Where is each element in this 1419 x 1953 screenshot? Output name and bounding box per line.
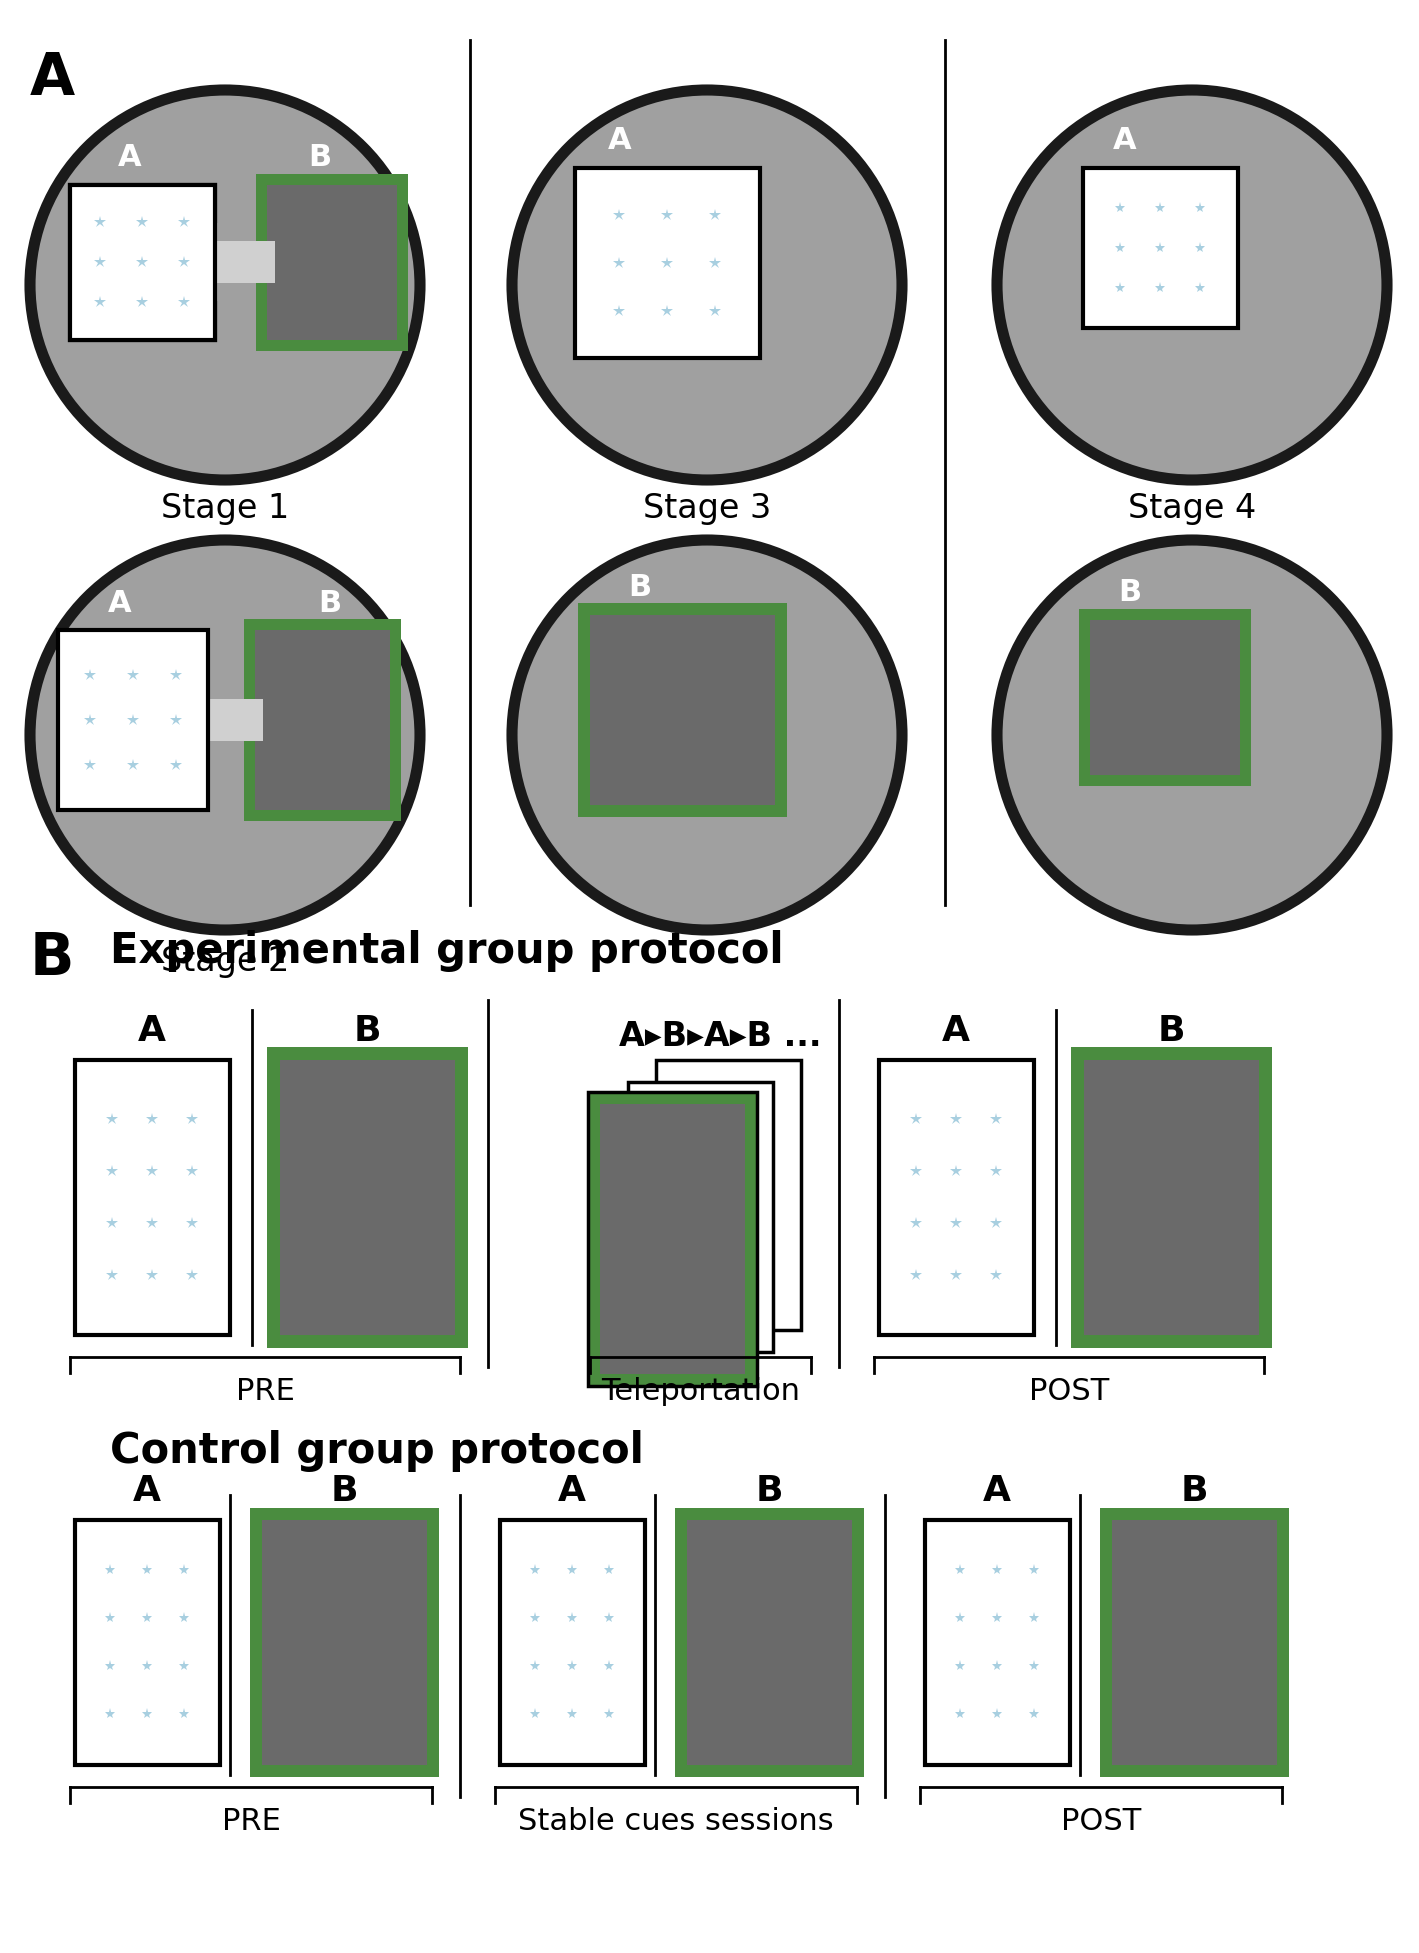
Bar: [675, 1508, 864, 1777]
Bar: [255, 174, 409, 352]
Bar: [263, 1519, 427, 1766]
Bar: [70, 186, 216, 340]
Bar: [575, 168, 761, 357]
Text: B: B: [1118, 578, 1141, 607]
Bar: [255, 631, 390, 810]
Bar: [587, 1092, 756, 1387]
Bar: [75, 1519, 220, 1766]
Text: PRE: PRE: [221, 1807, 281, 1836]
Text: Control group protocol: Control group protocol: [111, 1430, 644, 1473]
Bar: [250, 1508, 438, 1777]
Text: A: A: [942, 1014, 971, 1049]
Bar: [203, 223, 226, 240]
Text: A: A: [558, 1475, 586, 1508]
Bar: [1071, 1047, 1271, 1348]
Text: Stage 4: Stage 4: [1128, 492, 1256, 525]
Bar: [878, 1060, 1034, 1336]
Bar: [255, 174, 409, 352]
Bar: [196, 682, 219, 699]
Bar: [1112, 1519, 1277, 1766]
Text: A: A: [1112, 127, 1137, 154]
Bar: [216, 240, 275, 283]
Text: A: A: [133, 1475, 160, 1508]
Bar: [267, 1047, 468, 1348]
Text: Stage 1: Stage 1: [160, 492, 289, 525]
Text: PRE: PRE: [236, 1377, 294, 1406]
Text: B: B: [30, 930, 75, 986]
Text: POST: POST: [1061, 1807, 1141, 1836]
Bar: [1100, 1508, 1288, 1777]
Text: B: B: [1181, 1475, 1208, 1508]
Bar: [600, 1103, 745, 1375]
Ellipse shape: [998, 539, 1386, 930]
Bar: [1071, 1047, 1271, 1348]
Bar: [75, 1060, 230, 1336]
Text: B: B: [629, 572, 651, 602]
Text: A: A: [983, 1475, 1010, 1508]
Bar: [280, 1060, 455, 1336]
Text: A: A: [108, 590, 132, 617]
Ellipse shape: [998, 90, 1386, 480]
Bar: [70, 186, 216, 340]
Bar: [578, 603, 788, 816]
Bar: [267, 1047, 468, 1348]
Ellipse shape: [30, 539, 420, 930]
Text: A: A: [30, 51, 75, 107]
Bar: [587, 1092, 756, 1387]
Bar: [629, 1082, 773, 1351]
Text: B: B: [1158, 1014, 1185, 1049]
Text: B: B: [331, 1475, 358, 1508]
Text: Experimental group protocol: Experimental group protocol: [111, 930, 783, 973]
Bar: [687, 1519, 851, 1766]
Bar: [499, 1519, 646, 1766]
Text: POST: POST: [1029, 1377, 1110, 1406]
Text: B: B: [755, 1475, 783, 1508]
Bar: [1078, 609, 1252, 785]
Bar: [267, 186, 397, 340]
Bar: [590, 615, 775, 805]
Text: A: A: [118, 143, 142, 172]
Ellipse shape: [512, 90, 902, 480]
Text: Teleportation: Teleportation: [602, 1377, 800, 1406]
Ellipse shape: [30, 90, 420, 480]
Text: Stable cues sessions: Stable cues sessions: [518, 1807, 834, 1836]
Bar: [196, 740, 219, 760]
Bar: [209, 699, 263, 740]
Bar: [1084, 1060, 1259, 1336]
Bar: [244, 619, 402, 820]
Bar: [58, 631, 209, 810]
Text: B: B: [318, 590, 342, 617]
Bar: [656, 1060, 800, 1330]
Bar: [925, 1519, 1070, 1766]
Text: A: A: [138, 1014, 166, 1049]
Ellipse shape: [512, 539, 902, 930]
Text: B: B: [308, 143, 332, 172]
Text: A: A: [609, 127, 631, 154]
Bar: [203, 283, 226, 301]
Bar: [1090, 619, 1240, 775]
Text: A▸B▸A▸B ...: A▸B▸A▸B ...: [619, 1019, 822, 1053]
Text: Stage 2: Stage 2: [160, 945, 289, 978]
Text: Stage 3: Stage 3: [643, 492, 771, 525]
Bar: [1083, 168, 1237, 328]
Text: B: B: [353, 1014, 380, 1049]
